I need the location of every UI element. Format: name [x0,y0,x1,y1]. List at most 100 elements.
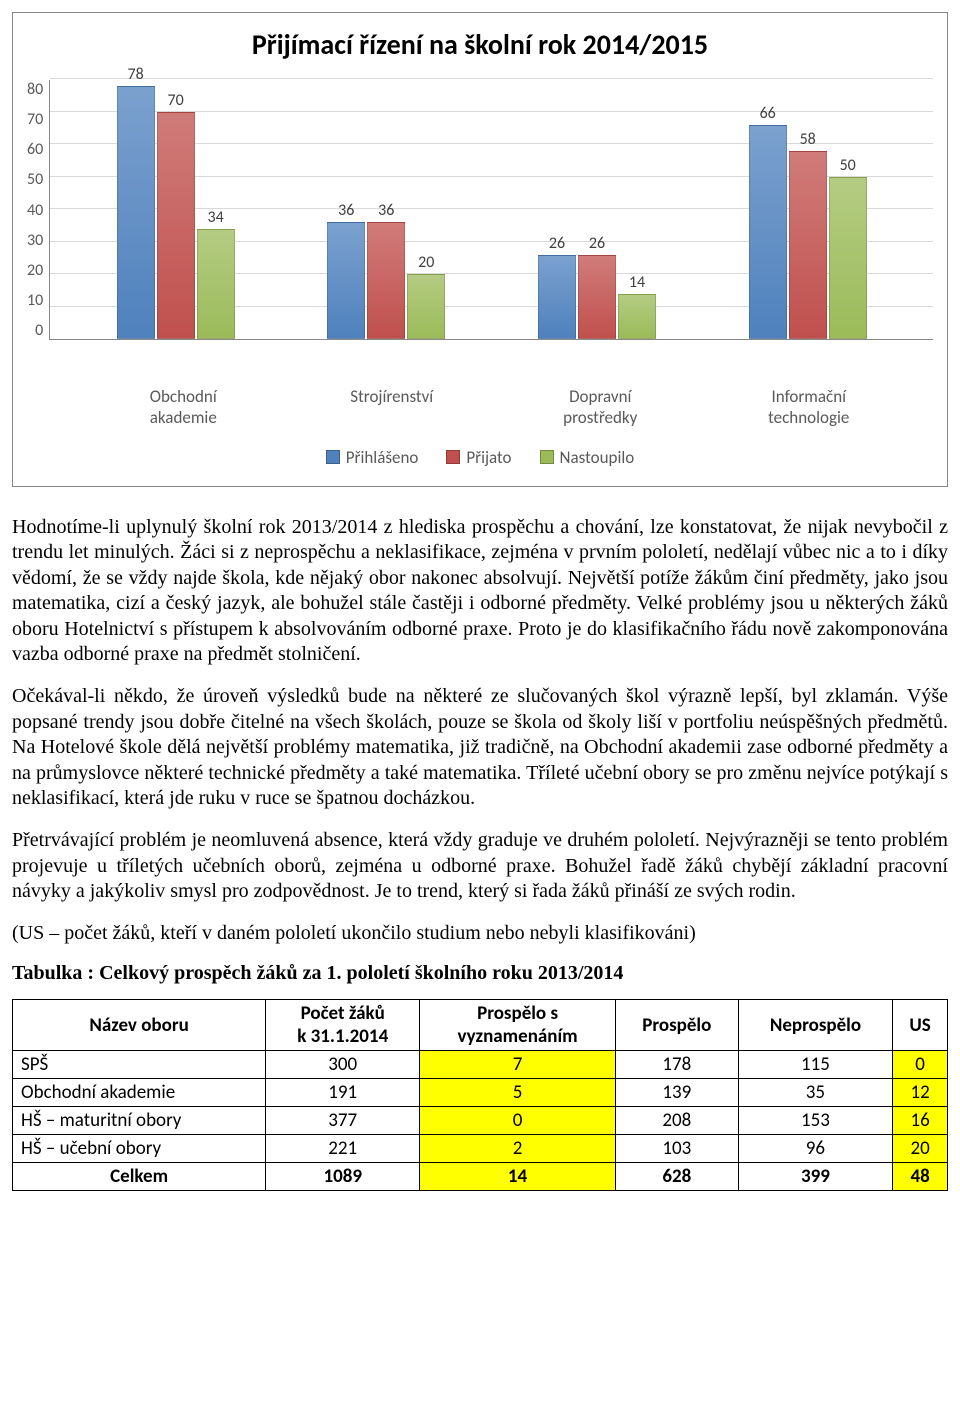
bar: 78 [117,86,155,340]
bar-value-label: 50 [840,156,856,175]
cell: 103 [615,1135,738,1163]
y-tick-label: 30 [27,231,43,250]
chart-legend: Přihlášeno Přijato Nastoupilo [27,447,933,468]
bar-value-label: 26 [549,234,565,253]
cell: 300 [266,1051,420,1079]
y-tick-label: 70 [27,110,43,129]
cell: 96 [738,1135,892,1163]
bar-group: 363620 [281,222,492,339]
y-tick-label: 50 [27,170,43,189]
bar: 50 [829,177,867,340]
paragraph-4: (US – počet žáků, kteří v daném pololetí… [12,921,948,947]
cell: 35 [738,1079,892,1107]
legend-label: Přijato [466,447,511,468]
total-cell: 48 [893,1163,948,1191]
bar-value-label: 14 [629,273,645,292]
cell: 2 [420,1135,616,1163]
bar-group: 665850 [702,125,913,340]
paragraph-3: Přetrvávající problém je neomluvená abse… [12,828,948,905]
cell: 0 [893,1051,948,1079]
x-tick-label: Strojírenství [288,386,497,429]
y-tick-label: 60 [27,140,43,159]
col-pocet-zaku: Počet žáků k 31.1.2014 [266,1000,420,1051]
bar: 58 [789,151,827,340]
bar-groups: 787034363620262614665850 [50,80,933,339]
y-tick-label: 0 [35,321,43,340]
col-pocet-zaku-label: Počet žáků k 31.1.2014 [297,1002,388,1048]
bar: 70 [157,112,195,340]
cell: 139 [615,1079,738,1107]
table-header-row: Název oboru Počet žáků k 31.1.2014 Prosp… [13,1000,948,1051]
x-tick-label: Dopravníprostředky [496,386,705,429]
legend-swatch [540,450,554,464]
x-tick-label: Informačnítechnologie [705,386,914,429]
table-row: SPŠ30071781150 [13,1051,948,1079]
bar-value-label: 34 [207,208,223,227]
bar-value-label: 36 [378,201,394,220]
col-prospelo: Prospělo [615,1000,738,1051]
legend-item: Přihlášeno [326,447,419,468]
bar: 36 [367,222,405,339]
row-label: SPŠ [13,1051,266,1079]
total-label: Celkem [13,1163,266,1191]
chart-plot: 787034363620262614665850 [49,80,933,340]
legend-item: Nastoupilo [540,447,635,468]
cell: 115 [738,1051,892,1079]
total-cell: 399 [738,1163,892,1191]
bar-value-label: 26 [589,234,605,253]
bar-value-label: 70 [167,91,183,110]
x-tick-label: Obchodníakademie [79,386,288,429]
total-cell: 1089 [266,1163,420,1191]
legend-swatch [326,450,340,464]
legend-label: Nastoupilo [560,447,635,468]
cell: 153 [738,1107,892,1135]
bar: 26 [578,255,616,340]
bar-value-label: 66 [760,104,776,123]
y-tick-label: 80 [27,80,43,99]
chart-title: Přijímací řízení na školní rok 2014/2015 [27,27,933,62]
paragraph-2: Očekával-li někdo, že úroveň výsledků bu… [12,684,948,812]
results-table: Název oboru Počet žáků k 31.1.2014 Prosp… [12,999,948,1191]
legend-swatch [446,450,460,464]
cell: 7 [420,1051,616,1079]
y-tick-label: 10 [27,291,43,310]
bar-group: 787034 [70,86,281,340]
y-tick-label: 40 [27,201,43,220]
col-prospelo-vyznamenanim: Prospělo svyznamenáním [420,1000,616,1051]
cell: 221 [266,1135,420,1163]
bar: 14 [618,294,656,340]
row-label: HŠ – učební obory [13,1135,266,1163]
cell: 191 [266,1079,420,1107]
bar: 26 [538,255,576,340]
cell: 178 [615,1051,738,1079]
bar: 20 [407,274,445,339]
bar-value-label: 36 [338,201,354,220]
gridline [50,78,933,79]
row-label: Obchodní akademie [13,1079,266,1107]
cell: 20 [893,1135,948,1163]
bar-value-label: 20 [418,253,434,272]
y-axis: 80706050403020100 [27,80,49,340]
cell: 377 [266,1107,420,1135]
legend-item: Přijato [446,447,511,468]
table-total-row: Celkem10891462839948 [13,1163,948,1191]
total-cell: 14 [420,1163,616,1191]
bar-value-label: 78 [127,65,143,84]
table-row: HŠ – maturitní obory377020815316 [13,1107,948,1135]
x-axis-labels: ObchodníakademieStrojírenstvíDopravnípro… [59,380,933,429]
bar-value-label: 58 [800,130,816,149]
legend-label: Přihlášeno [346,447,419,468]
admissions-chart-card: Přijímací řízení na školní rok 2014/2015… [12,12,948,487]
chart-area: 80706050403020100 7870343636202626146658… [27,80,933,380]
cell: 5 [420,1079,616,1107]
cell: 208 [615,1107,738,1135]
table-title: Tabulka : Celkový prospěch žáků za 1. po… [12,962,948,985]
col-neprospelo: Neprospělo [738,1000,892,1051]
cell: 0 [420,1107,616,1135]
col-prospelo-vyznamenanim-label: Prospělo svyznamenáním [458,1002,578,1048]
total-cell: 628 [615,1163,738,1191]
col-us: US [893,1000,948,1051]
bar: 66 [749,125,787,340]
bar-group: 262614 [492,255,703,340]
col-nazev-oboru: Název oboru [13,1000,266,1051]
